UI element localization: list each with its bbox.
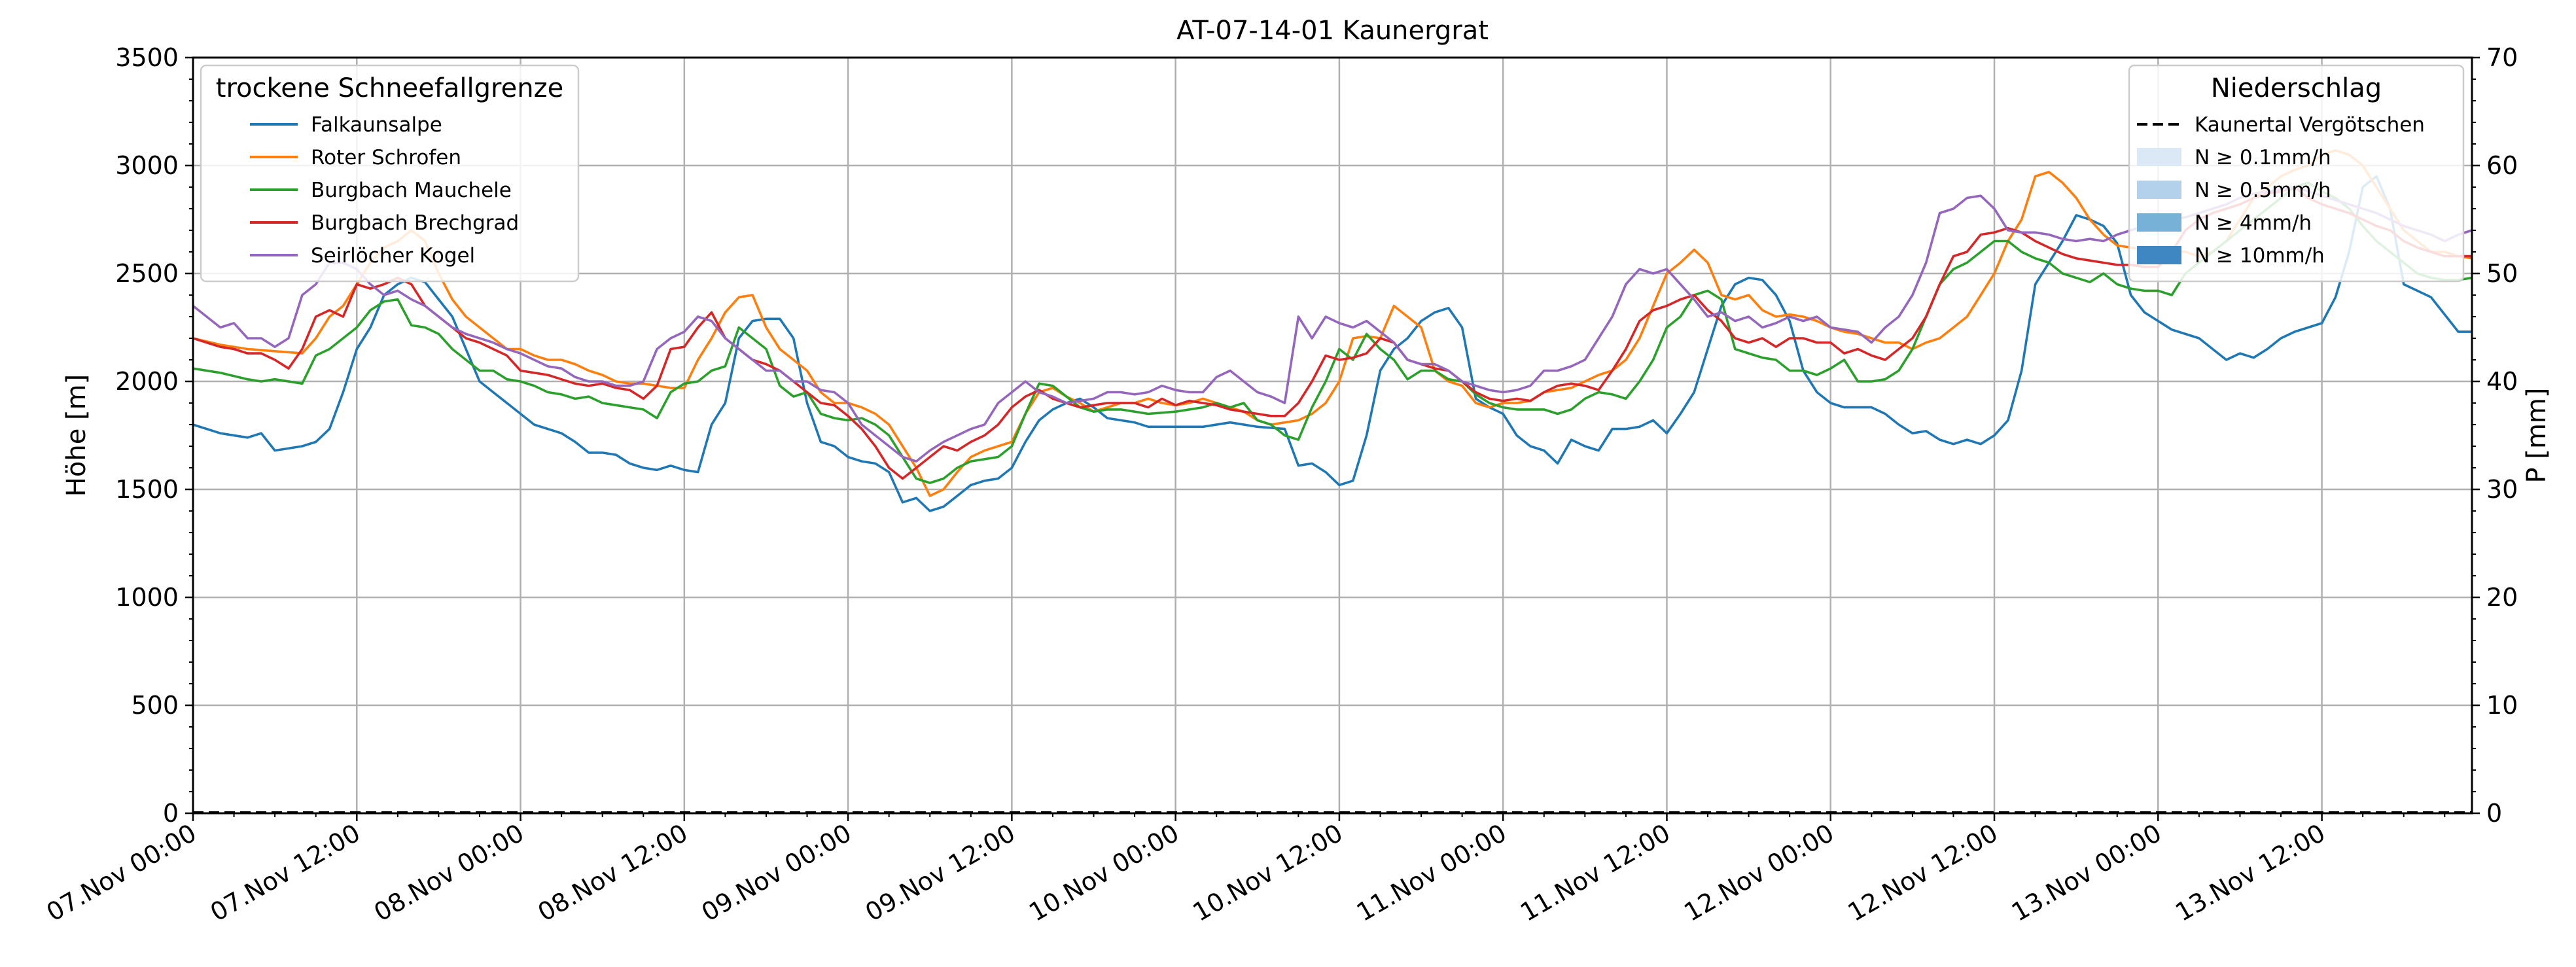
legend-precip-patch-4 xyxy=(2137,246,2181,264)
legend-right-frame xyxy=(2128,64,2465,283)
y-tick-label-left: 500 xyxy=(131,691,179,720)
y-tick-label-left: 1500 xyxy=(115,475,179,504)
y-axis-title-right: P [mm] xyxy=(2522,388,2552,484)
y-tick-label-left: 2500 xyxy=(115,259,179,288)
series-line-3 xyxy=(192,181,2473,484)
y-tick-label-left: 0 xyxy=(163,799,179,828)
y-tick-label-left: 2000 xyxy=(115,367,179,396)
legend-precip-patch-3 xyxy=(2137,213,2181,232)
y-tick-label-right: 0 xyxy=(2486,799,2502,828)
legend-precip-label-2: N ≥ 0.5mm/h xyxy=(2195,179,2331,202)
series-line-2 xyxy=(192,149,2473,497)
legend-precip-patch-2 xyxy=(2137,181,2181,199)
y-tick-label-right: 70 xyxy=(2486,43,2518,72)
series-line-4 xyxy=(192,186,2472,480)
series-layer xyxy=(192,149,2473,512)
legend-snowfall-line: trockene Schneefallgrenze Falkaunsalpe Rot… xyxy=(200,64,580,283)
legend-left-frame xyxy=(200,64,580,283)
y-tick-label-left: 1000 xyxy=(115,583,179,612)
y-tick-label-left: 3000 xyxy=(115,151,179,180)
y-tick-label-right: 10 xyxy=(2486,691,2518,720)
legend-precip-label-0: Kaunertal Vergötschen xyxy=(2195,113,2425,137)
legend-label-1: Falkaunsalpe xyxy=(311,113,442,137)
series-line-5 xyxy=(192,186,2473,463)
legend-precip-label-4: N ≥ 10mm/h xyxy=(2195,244,2325,268)
chart-title: AT-07-14-01 Kaunergrat xyxy=(1176,16,1489,46)
legend-label-5: Seirlöcher Kogel xyxy=(311,244,475,268)
y-axis-title-left: Höhe [m] xyxy=(62,374,92,497)
y-tick-label-right: 20 xyxy=(2486,583,2518,612)
y-tick-label-left: 3500 xyxy=(115,43,179,72)
legend-right-title: Niederschlag xyxy=(2211,73,2382,103)
legend-precipitation: Niederschlag Kaunertal Vergötschen N ≥ 0.1… xyxy=(2128,64,2465,283)
legend-precip-label-1: N ≥ 0.1mm/h xyxy=(2195,146,2331,169)
plot-frame xyxy=(192,56,2473,815)
legend-left-title: trockene Schneefallgrenze xyxy=(216,73,563,103)
y-tick-label-right: 50 xyxy=(2486,259,2518,288)
y-tick-label-right: 40 xyxy=(2486,367,2518,396)
legend-label-3: Burgbach Mauchele xyxy=(311,179,512,202)
legend-label-4: Burgbach Brechgrad xyxy=(311,211,519,235)
y-tick-label-right: 30 xyxy=(2486,475,2518,504)
legend-label-2: Roter Schrofen xyxy=(311,146,461,169)
y-tick-label-right: 60 xyxy=(2486,151,2518,180)
legend-precip-label-3: N ≥ 4mm/h xyxy=(2195,211,2312,235)
legend-precip-patch-1 xyxy=(2137,148,2181,166)
